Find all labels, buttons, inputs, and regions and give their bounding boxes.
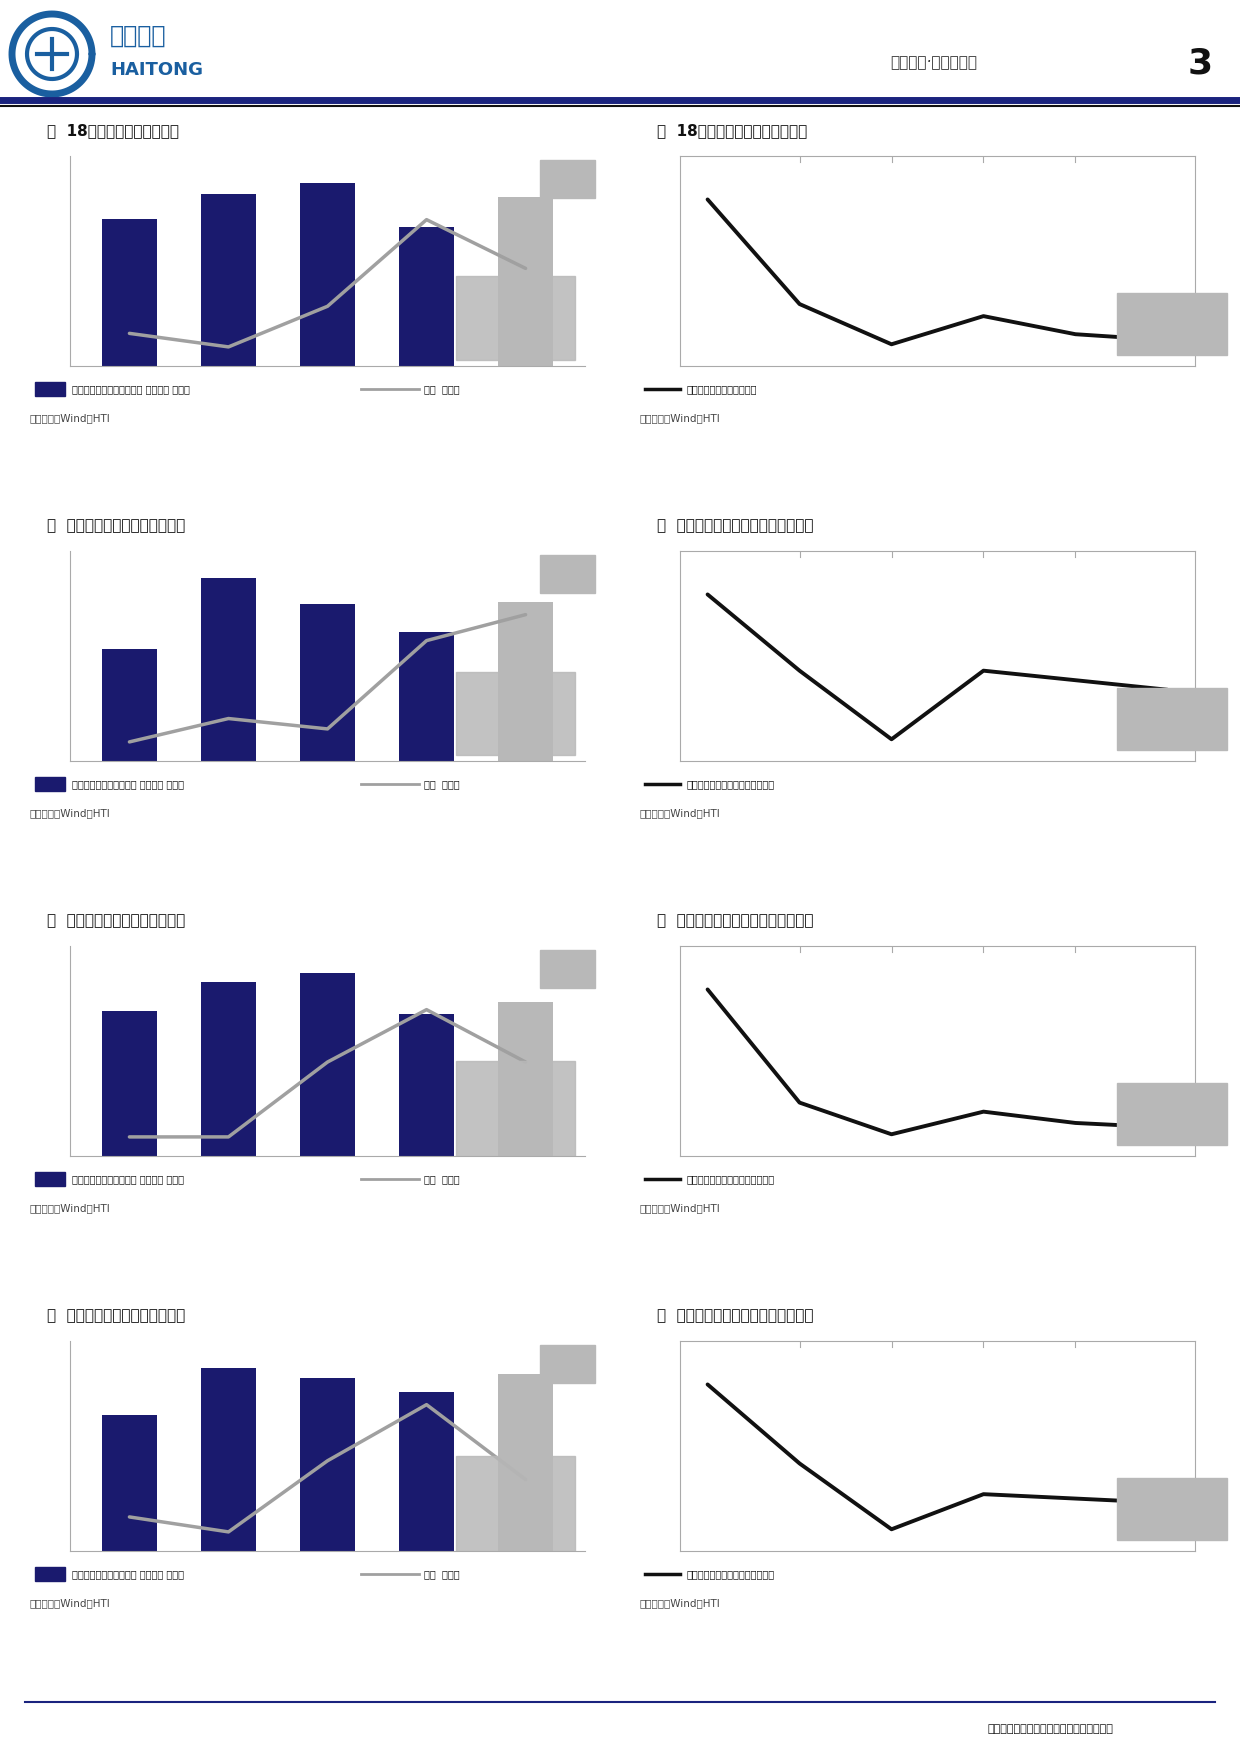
Bar <box>35 777 64 791</box>
Bar <box>498 196 553 367</box>
Bar <box>399 226 454 367</box>
Bar <box>399 631 454 761</box>
Text: 资料来源：Wind，HTI: 资料来源：Wind，HTI <box>30 414 110 423</box>
Bar <box>102 1414 156 1551</box>
Bar <box>1117 293 1228 354</box>
Text: 海通國際: 海通國際 <box>110 25 166 47</box>
Text: 同比  右轴）: 同比 右轴） <box>424 779 460 789</box>
Bar <box>1117 1082 1228 1145</box>
Text: 城二手房成交面积累计同比: 城二手房成交面积累计同比 <box>687 384 758 395</box>
Text: 同比  右轴）: 同比 右轴） <box>424 1173 460 1184</box>
Bar <box>35 382 64 396</box>
Bar <box>541 1345 595 1382</box>
Bar <box>456 672 575 754</box>
Text: 资料来源：Wind，HTI: 资料来源：Wind，HTI <box>640 1598 720 1608</box>
Bar <box>35 1172 64 1186</box>
Text: 图  三线城市二手房成交面积累计同比: 图 三线城市二手房成交面积累计同比 <box>657 1308 813 1323</box>
Bar <box>498 1373 553 1551</box>
Bar <box>35 1566 64 1580</box>
Bar <box>399 1014 454 1156</box>
Bar <box>102 1010 156 1156</box>
Text: 资料来源：Wind，HTI: 资料来源：Wind，HTI <box>640 809 720 819</box>
Bar <box>300 603 355 761</box>
Text: 图  18城二手房成交面积累计同比: 图 18城二手房成交面积累计同比 <box>657 123 807 139</box>
Text: HAITONG: HAITONG <box>110 61 203 79</box>
Text: 图  一线城市二手房当周成交面积: 图 一线城市二手房当周成交面积 <box>47 519 186 533</box>
Bar <box>498 602 553 761</box>
Bar <box>102 649 156 761</box>
Text: 三线二手房当年累计成交面积同比: 三线二手房当年累计成交面积同比 <box>687 1570 775 1579</box>
Text: 图  一线城市二手房成交面积累计同比: 图 一线城市二手房成交面积累计同比 <box>657 519 813 533</box>
Bar <box>498 1002 553 1156</box>
Bar <box>201 1368 255 1551</box>
Text: 资料来源：Wind，HTI: 资料来源：Wind，HTI <box>30 1203 110 1214</box>
Bar <box>102 219 156 367</box>
Bar <box>1117 1479 1228 1540</box>
Text: 行业研究·房地产行业: 行业研究·房地产行业 <box>890 56 977 70</box>
Bar <box>456 275 575 361</box>
Text: 二线城市二手房成交面积 万平方米 左轴）: 二线城市二手房成交面积 万平方米 左轴） <box>72 1173 184 1184</box>
Text: 图  18城二手房当周成交面积: 图 18城二手房当周成交面积 <box>47 123 180 139</box>
Text: 二线二手房当年累计成交面积同比: 二线二手房当年累计成交面积同比 <box>687 1173 775 1184</box>
Text: 一线城市二手房成交面积 万平方米 左轴）: 一线城市二手房成交面积 万平方米 左轴） <box>72 779 184 789</box>
Text: 资料来源：Wind，HTI: 资料来源：Wind，HTI <box>30 1598 110 1608</box>
Bar <box>201 982 255 1156</box>
Bar <box>456 1456 575 1551</box>
Bar <box>456 1061 575 1156</box>
Text: 三线城市二手房成交面积 万平方米 左轴）: 三线城市二手房成交面积 万平方米 左轴） <box>72 1570 184 1579</box>
Bar <box>1117 688 1228 751</box>
Bar <box>541 556 595 593</box>
Text: 资料来源：Wind，HTI: 资料来源：Wind，HTI <box>640 414 720 423</box>
Text: 资料来源：Wind，HTI: 资料来源：Wind，HTI <box>640 1203 720 1214</box>
Text: 3: 3 <box>1188 46 1213 81</box>
Bar <box>300 1377 355 1551</box>
Bar <box>201 579 255 761</box>
Text: 个城市二手房成交面积合计 万平方米 左轴）: 个城市二手房成交面积合计 万平方米 左轴） <box>72 384 190 395</box>
Bar <box>300 973 355 1156</box>
Text: 同比  右轴）: 同比 右轴） <box>424 1570 460 1579</box>
Text: 同比  右轴）: 同比 右轴） <box>424 384 460 395</box>
Bar <box>541 951 595 988</box>
Text: 图  二线城市二手房成交面积累计同比: 图 二线城市二手房成交面积累计同比 <box>657 914 813 928</box>
Bar <box>201 195 255 367</box>
Text: 图  二线城市二手房当周成交面积: 图 二线城市二手房当周成交面积 <box>47 914 186 928</box>
Bar <box>541 160 595 198</box>
Text: 一线二手房当年累计成交面积同比: 一线二手房当年累计成交面积同比 <box>687 779 775 789</box>
Text: 请务必阅读正文之后的信息披露和法律声明: 请务必阅读正文之后的信息披露和法律声明 <box>987 1724 1114 1735</box>
Text: 资料来源：Wind，HTI: 资料来源：Wind，HTI <box>30 809 110 819</box>
Bar <box>399 1393 454 1551</box>
Bar <box>300 184 355 367</box>
Text: 图  三线城市二手房当周成交面积: 图 三线城市二手房当周成交面积 <box>47 1308 186 1323</box>
